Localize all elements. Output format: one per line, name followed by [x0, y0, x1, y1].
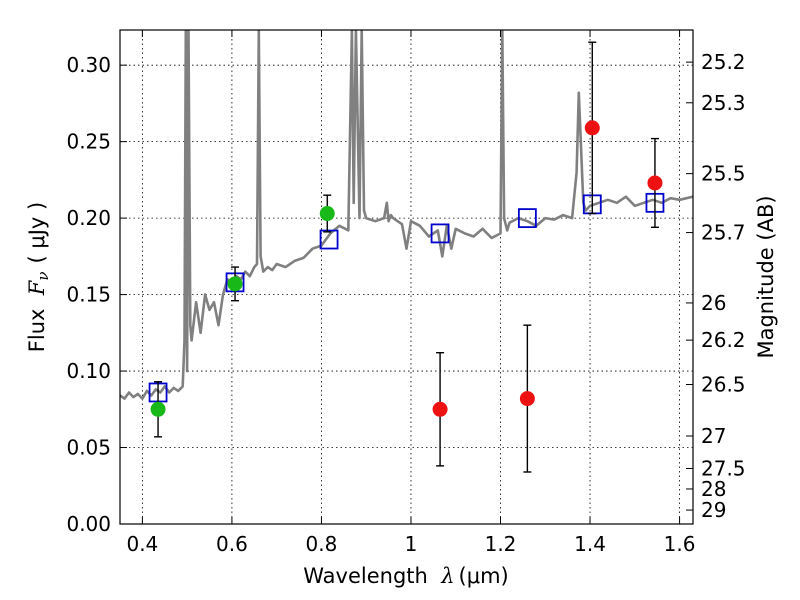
- optical-point-0: [150, 401, 166, 417]
- optical-point-2: [319, 206, 335, 222]
- model-square-3: [430, 223, 450, 244]
- y2-tick-label-7: 27: [701, 424, 726, 448]
- x-tick-label-3: 1: [405, 532, 418, 556]
- x-tick-label-2: 0.8: [306, 532, 338, 556]
- y2-tick-label-6: 26.5: [701, 373, 746, 397]
- x-axis-title: Wavelength λ (μm): [303, 564, 508, 588]
- optical-point-1: [227, 276, 243, 292]
- y-axis-title-var: F: [25, 279, 49, 296]
- model-square-2: [319, 229, 339, 250]
- y-axis-title-prefix: Flux: [25, 295, 49, 352]
- y-tick-label-1: 0.05: [66, 436, 111, 460]
- spectrum-line: [120, 30, 693, 400]
- nir-point-2: [584, 120, 600, 136]
- y2-tick-label-10: 29: [701, 498, 726, 522]
- x-tick-label-4: 1.2: [485, 532, 517, 556]
- x-tick-label-1: 0.6: [216, 532, 248, 556]
- y-tick-label-3: 0.15: [66, 283, 111, 307]
- x-axis-title-lambda: λ: [440, 564, 454, 588]
- y-axis-title-unit: ( μJy ): [25, 202, 49, 264]
- y2-tick-label-1: 25.3: [701, 91, 746, 115]
- y2-tick-label-0: 25.2: [701, 50, 746, 74]
- y-tick-label-6: 0.30: [66, 53, 111, 77]
- model-square-4: [517, 208, 537, 229]
- x-tick-label-5: 1.4: [574, 532, 606, 556]
- y-tick-label-0: 0.00: [66, 512, 111, 536]
- plot-frame: [119, 29, 694, 525]
- y2-axis-title: Magnitude (AB): [754, 195, 778, 358]
- grid-lines: [120, 30, 693, 525]
- y2-tick-label-4: 26: [701, 291, 726, 315]
- x-axis-title-unit: (μm): [459, 564, 509, 588]
- axes-ticks: 0.4 0.6 0.8 1 1.2 1.4 1.6 0.00 0.05 0.10 0.15 0.20 0…: [66, 30, 746, 556]
- x-tick-label-6: 1.6: [664, 532, 696, 556]
- x-tick-label-0: 0.4: [126, 532, 158, 556]
- nir-point-3: [647, 175, 663, 191]
- y2-tick-label-2: 25.5: [701, 162, 746, 186]
- nir-point-0: [432, 401, 448, 417]
- y2-tick-label-3: 25.7: [701, 221, 746, 245]
- y-axis-title-sub: ν: [34, 272, 52, 281]
- x-axis-title-prefix: Wavelength: [303, 564, 441, 588]
- y2-tick-label-8: 27.5: [701, 456, 746, 480]
- marker-series: [148, 41, 665, 473]
- nir-point-1: [519, 391, 535, 407]
- spectrum-series: [120, 30, 693, 400]
- y2-tick-label-9: 28: [701, 477, 726, 501]
- y2-tick-label-5: 26.2: [701, 328, 746, 352]
- y-tick-label-5: 0.25: [66, 130, 111, 154]
- y-axis-title: Flux Fν ( μJy ): [25, 202, 52, 352]
- y-tick-label-4: 0.20: [66, 206, 111, 230]
- y-tick-label-2: 0.10: [66, 359, 111, 383]
